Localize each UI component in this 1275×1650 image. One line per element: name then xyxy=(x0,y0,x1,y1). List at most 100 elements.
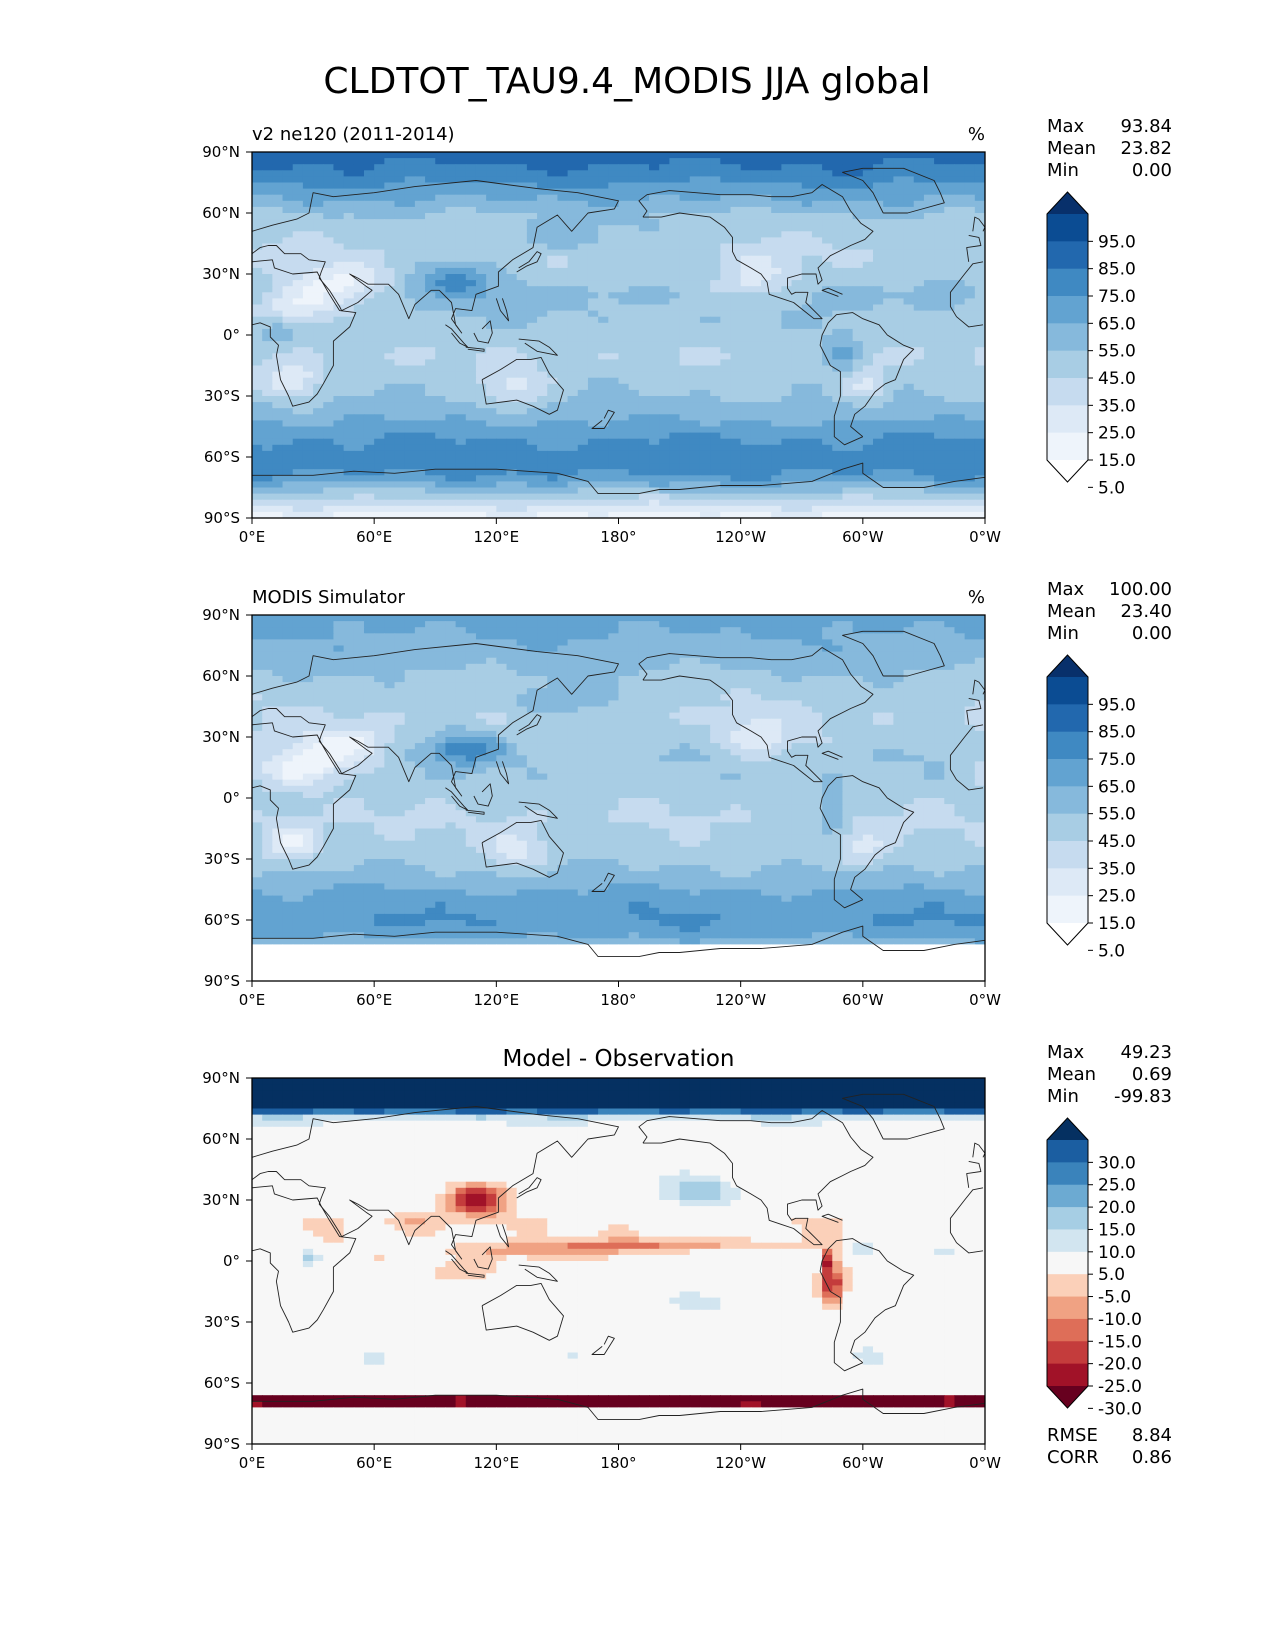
colorbar-tick-label: 85.0 xyxy=(1098,723,1136,743)
stat-value: 49.23 xyxy=(1120,1042,1172,1063)
colorbar: 95.0 85.0 75.0 65.0 55.0 45.0 35.0 25.0 15.0 5.0 xyxy=(1046,191,1136,498)
lon-tick-label: 120°E xyxy=(474,991,520,1009)
coastlines xyxy=(252,630,985,958)
colorbar-tick-label: -30.0 xyxy=(1098,1399,1142,1419)
footer-stat-value: 0.86 xyxy=(1132,1447,1172,1468)
colorbar-segment xyxy=(1047,868,1088,897)
colorbar-segment xyxy=(1047,1229,1088,1253)
lon-tick-label: 0°E xyxy=(239,991,266,1009)
colorbar-segment xyxy=(1047,1363,1088,1387)
colorbar-segment xyxy=(1047,1162,1088,1186)
cloud-field xyxy=(252,152,985,518)
lon-tick-label: 120°E xyxy=(474,1454,520,1472)
lat-tick-label: 90°N xyxy=(202,143,240,161)
lat-tick-label: 30°S xyxy=(204,387,240,405)
lon-tick-label: 120°W xyxy=(715,528,766,546)
lat-tick-label: 60°N xyxy=(202,667,240,685)
colorbar-segment xyxy=(1047,1318,1088,1342)
colorbar-tick-label: 5.0 xyxy=(1098,1265,1125,1285)
panel-title: MODIS Simulator xyxy=(252,587,405,608)
map-area xyxy=(251,1077,986,1445)
stat-value: 0.00 xyxy=(1132,623,1172,644)
lon-tick-label: 0°E xyxy=(239,1454,266,1472)
lat-tick-label: 60°S xyxy=(204,911,240,929)
lon-tick-label: 0°E xyxy=(239,528,266,546)
colorbar-tick-label: 25.0 xyxy=(1098,1176,1136,1196)
panel-title: Model - Observation xyxy=(502,1046,734,1072)
stat-label: Min xyxy=(1047,160,1079,181)
colorbar-segment xyxy=(1047,1184,1088,1208)
colorbar-segment xyxy=(1047,405,1088,434)
coastlines xyxy=(252,167,985,495)
colorbar-tick-label: 15.0 xyxy=(1098,914,1136,934)
lon-tick-label: 0°W xyxy=(969,528,1001,546)
colorbar-tick-label: 25.0 xyxy=(1098,424,1136,444)
colorbar-segment xyxy=(1047,241,1088,270)
colorbar-tick-label: 35.0 xyxy=(1098,396,1136,416)
stat-value: 0.00 xyxy=(1132,160,1172,181)
lat-tick-label: 30°S xyxy=(204,1313,240,1331)
stat-value: 100.00 xyxy=(1109,579,1172,600)
lat-tick-label: 90°N xyxy=(202,1069,240,1087)
colorbar-tick-label: 5.0 xyxy=(1098,478,1125,498)
footer-stat-label: CORR xyxy=(1047,1447,1099,1468)
colorbar-segment xyxy=(1047,786,1088,815)
units-label: % xyxy=(968,587,985,608)
lat-tick-label: 30°N xyxy=(202,1191,240,1209)
colorbar-max-extend xyxy=(1047,192,1088,214)
stat-label: Min xyxy=(1047,1086,1079,1107)
colorbar-min-extend xyxy=(1047,460,1088,482)
lat-tick-label: 30°N xyxy=(202,728,240,746)
colorbar-segment xyxy=(1047,378,1088,406)
lon-tick-label: 0°W xyxy=(969,991,1001,1009)
colorbar-tick-label: -10.0 xyxy=(1098,1310,1142,1330)
cloud-field xyxy=(252,615,985,981)
colorbar-tick-label: 15.0 xyxy=(1098,451,1136,471)
colorbar: 95.0 85.0 75.0 65.0 55.0 45.0 35.0 25.0 15.0 5.0 xyxy=(1046,654,1136,961)
colorbar-tick-label: 75.0 xyxy=(1098,287,1136,307)
lon-tick-label: 60°W xyxy=(842,528,884,546)
figure-title: CLDTOT_TAU9.4_MODIS JJA global xyxy=(323,61,930,102)
colorbar-tick-label: 45.0 xyxy=(1098,832,1136,852)
lat-tick-label: 0° xyxy=(223,789,240,807)
colorbar-tick-label: 20.0 xyxy=(1098,1198,1136,1218)
panel-1: 90°N 60°N 30°N 0° 30°S 60°S 90°S0°E 60°E 120°E 18… xyxy=(202,116,1172,546)
lon-tick-label: 120°W xyxy=(715,991,766,1009)
lat-tick-label: 90°S xyxy=(204,509,240,527)
colorbar-segment xyxy=(1047,813,1088,842)
map-area xyxy=(251,614,986,982)
lon-tick-label: 180° xyxy=(600,991,636,1009)
units-label: % xyxy=(968,124,985,145)
footer-stat-value: 8.84 xyxy=(1132,1425,1172,1446)
colorbar-tick-label: 5.0 xyxy=(1098,941,1125,961)
colorbar-segment xyxy=(1047,296,1088,324)
lon-tick-label: 60°W xyxy=(842,991,884,1009)
lat-tick-label: 90°S xyxy=(204,1435,240,1453)
stat-value: 23.82 xyxy=(1120,138,1172,159)
colorbar-tick-label: 10.0 xyxy=(1098,1243,1136,1263)
colorbar-segment xyxy=(1047,1274,1088,1298)
colorbar-segment xyxy=(1047,214,1088,242)
colorbar-segment xyxy=(1047,841,1088,869)
colorbar-segment xyxy=(1047,350,1088,379)
colorbar-segment xyxy=(1047,268,1088,297)
colorbar-segment xyxy=(1047,432,1088,461)
colorbar-tick-label: 65.0 xyxy=(1098,314,1136,334)
stat-label: Mean xyxy=(1047,601,1096,622)
panel-3: 90°N 60°N 30°N 0° 30°S 60°S 90°S0°E 60°E 120°E 18… xyxy=(202,1042,1172,1472)
colorbar-tick-label: 75.0 xyxy=(1098,750,1136,770)
stat-value: -99.83 xyxy=(1114,1086,1172,1107)
colorbar-segment xyxy=(1047,677,1088,705)
colorbar-min-extend xyxy=(1047,923,1088,945)
colorbar-tick-label: 30.0 xyxy=(1098,1153,1136,1173)
stat-label: Max xyxy=(1047,116,1085,137)
lat-tick-label: 60°N xyxy=(202,1130,240,1148)
colorbar-tick-label: 55.0 xyxy=(1098,342,1136,362)
colorbar: 30.0 25.020.015.0 10.05.0 -5.0-10.0-15.0 -20… xyxy=(1046,1117,1142,1419)
colorbar-tick-label: 85.0 xyxy=(1098,260,1136,280)
colorbar-segment xyxy=(1047,1140,1088,1163)
colorbar-tick-label: 35.0 xyxy=(1098,859,1136,879)
colorbar-tick-label: 25.0 xyxy=(1098,887,1136,907)
panel-2: 90°N 60°N 30°N 0° 30°S 60°S 90°S0°E 60°E 120°E 18… xyxy=(202,579,1172,1009)
